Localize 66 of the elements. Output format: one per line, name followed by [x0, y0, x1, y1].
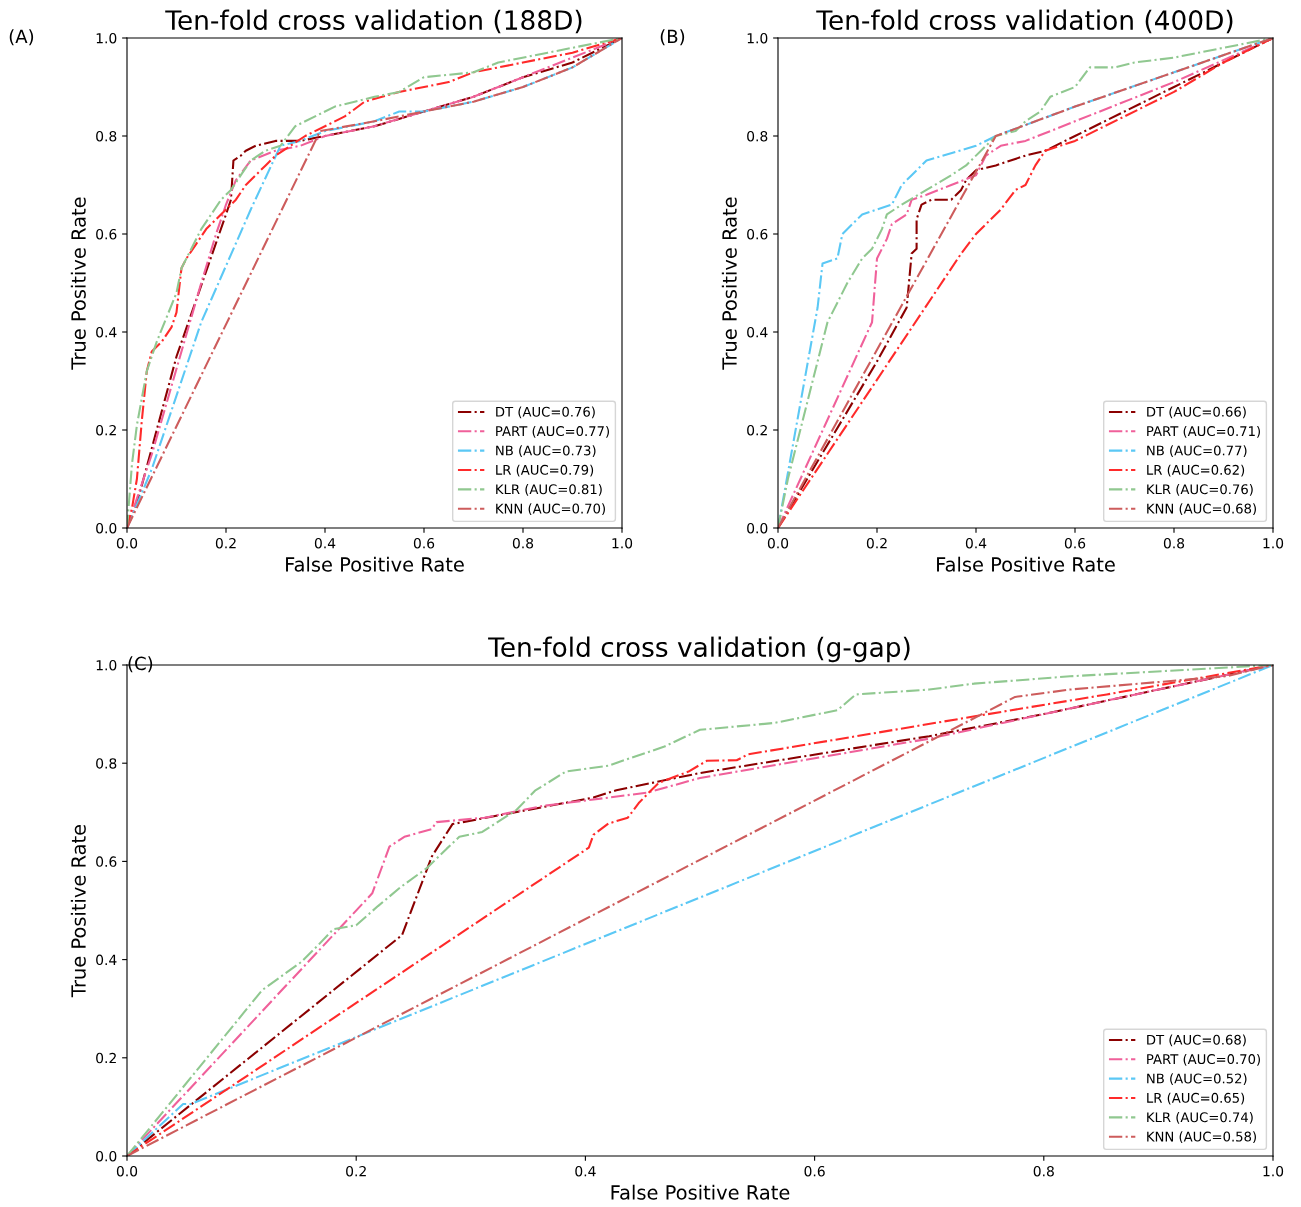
- x-tick-label: 0.0: [116, 1165, 138, 1177]
- x-axis-title: False Positive Rate: [286, 556, 464, 572]
- x-tick-label: 0.4: [314, 537, 336, 549]
- y-tick-label: 0.8: [96, 130, 117, 142]
- legend-label: LR (AUC=0.62): [1147, 464, 1245, 477]
- y-tick-label: 1.0: [96, 32, 117, 44]
- y-tick-label: 0.0: [96, 522, 117, 534]
- y-tick-label: 1.0: [747, 32, 768, 44]
- y-tick-label: 0.0: [747, 522, 768, 534]
- legend-label: KNN (AUC=0.58): [1147, 1131, 1256, 1144]
- chart-title: Ten-fold cross validation (188D): [165, 9, 582, 34]
- y-tick-label: 0.8: [96, 758, 117, 769]
- legend-label: KNN (AUC=0.70): [496, 503, 605, 516]
- y-tick-label: 0.2: [747, 424, 767, 436]
- y-tick-label: 0.4: [747, 326, 768, 338]
- x-tick-label: 0.4: [965, 537, 987, 549]
- x-tick-label: 0.2: [346, 1165, 366, 1177]
- x-tick-label: 0.4: [575, 1165, 596, 1177]
- x-tick-label: 0.8: [1163, 537, 1185, 549]
- legend-label: LR (AUC=0.65): [1147, 1092, 1245, 1105]
- chart-title: Ten-fold cross validation (400D): [816, 9, 1233, 34]
- legend-label: KLR (AUC=0.76): [1147, 484, 1253, 496]
- y-tick-label: 0.6: [96, 228, 117, 240]
- legend-label: PART (AUC=0.71): [1147, 425, 1260, 438]
- x-tick-label: 0.8: [512, 537, 534, 549]
- legend-label: DT (AUC=0.66): [1147, 406, 1246, 419]
- x-axis-title: False Positive Rate: [937, 556, 1115, 572]
- x-axis-title: False Positive Rate: [611, 1184, 790, 1200]
- legend-label: PART (AUC=0.70): [1147, 1053, 1260, 1066]
- legend-label: KLR (AUC=0.81): [496, 484, 602, 496]
- x-tick-label: 0.6: [413, 537, 435, 549]
- x-tick-label: 1.0: [612, 537, 633, 549]
- y-tick-label: 0.6: [747, 228, 768, 240]
- x-tick-label: 0.2: [215, 537, 236, 549]
- y-tick-label: 0.2: [96, 424, 116, 436]
- y-tick-label: 1.0: [96, 659, 117, 671]
- y-tick-label: 0.2: [96, 1052, 116, 1064]
- text: (B): [660, 29, 685, 46]
- y-axis-title: True Positive Rate: [70, 824, 86, 998]
- x-tick-label: 0.6: [1064, 537, 1086, 549]
- legend-label: NB (AUC=0.52): [1147, 1073, 1247, 1086]
- legend-label: DT (AUC=0.76): [496, 406, 595, 419]
- x-tick-label: 0.2: [866, 537, 887, 549]
- annotation: (C): [128, 656, 153, 673]
- x-tick-label: 0.0: [767, 537, 789, 549]
- x-tick-label: 0.0: [116, 537, 138, 549]
- y-tick-label: 0.4: [96, 954, 117, 966]
- x-tick-label: 0.6: [804, 1165, 825, 1177]
- legend-label: DT (AUC=0.68): [1147, 1034, 1246, 1047]
- legend-label: NB (AUC=0.77): [1147, 445, 1247, 458]
- legend-label: LR (AUC=0.79): [496, 464, 594, 477]
- x-tick-label: 1.0: [1263, 537, 1284, 549]
- y-axis-title: True Positive Rate: [70, 197, 86, 370]
- legend-label: KNN (AUC=0.68): [1147, 503, 1256, 516]
- y-tick-label: 0.8: [747, 130, 768, 142]
- x-tick-label: 0.8: [1033, 1165, 1054, 1177]
- legend-label: KLR (AUC=0.74): [1147, 1112, 1253, 1124]
- text: (A): [9, 29, 34, 46]
- y-tick-label: 0.6: [96, 856, 117, 867]
- legend-label: PART (AUC=0.77): [496, 425, 609, 438]
- y-tick-label: 0.4: [96, 326, 117, 338]
- legend-label: NB (AUC=0.73): [496, 445, 596, 458]
- chart-title: Ten-fold cross validation (g-gap): [488, 636, 910, 663]
- x-tick-label: 1.0: [1263, 1165, 1284, 1177]
- y-axis-title: True Positive Rate: [721, 197, 737, 370]
- y-tick-label: 0.0: [96, 1150, 117, 1162]
